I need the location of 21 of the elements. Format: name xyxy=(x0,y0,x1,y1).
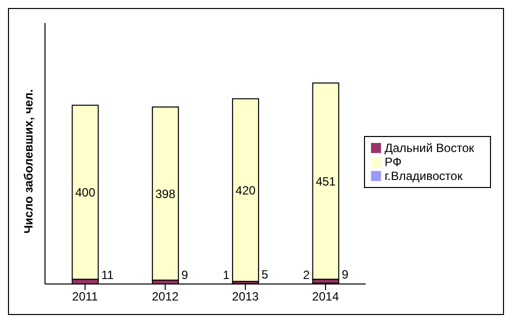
legend-label: Дальний Восток xyxy=(384,140,474,154)
bar xyxy=(152,106,179,281)
data-label: 5 xyxy=(262,268,269,282)
x-tick-label: 2014 xyxy=(312,290,340,304)
data-label: 1 xyxy=(222,268,230,282)
x-tick-label: 2013 xyxy=(232,290,260,304)
data-label: 2 xyxy=(303,268,310,282)
data-label: 400 xyxy=(75,185,96,200)
bar xyxy=(72,104,99,280)
x-tick-label: 2011 xyxy=(72,290,98,304)
legend-label: г.Владивосток xyxy=(384,168,462,182)
data-label: 9 xyxy=(181,268,188,282)
x-tick-label: 2012 xyxy=(152,290,179,304)
data-label: 420 xyxy=(236,183,256,198)
data-label: 11 xyxy=(101,268,114,282)
data-label: 9 xyxy=(342,267,349,282)
y-axis-title: Число заболевших, чел. xyxy=(21,89,36,234)
bar xyxy=(312,82,340,280)
data-label: 398 xyxy=(155,186,176,201)
data-label: 451 xyxy=(316,174,336,188)
legend-label: РФ xyxy=(384,154,402,168)
